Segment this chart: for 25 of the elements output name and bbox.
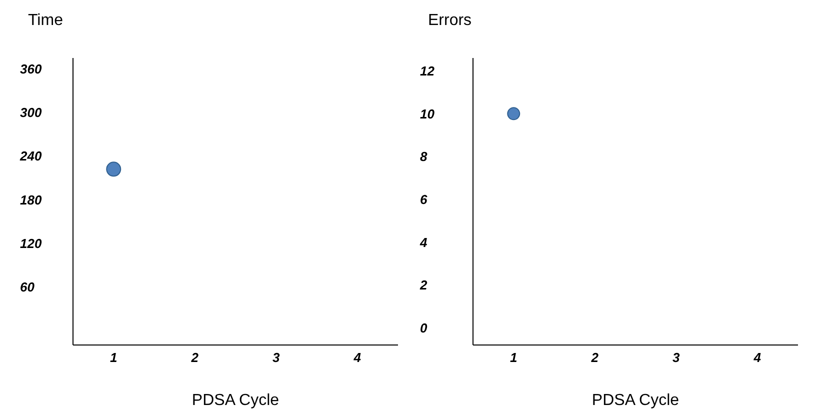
y-tick-label: 360 <box>20 62 42 77</box>
y-axis-title: Errors <box>428 12 472 30</box>
x-tick-label: 3 <box>672 350 681 366</box>
y-tick-label: 60 <box>20 279 36 294</box>
y-tick-label: 120 <box>20 236 42 251</box>
y-tick-label: 2 <box>419 278 428 293</box>
x-axis-title: PDSA Cycle <box>192 392 280 409</box>
x-tick-label: 1 <box>510 350 518 366</box>
x-tick-label: 4 <box>352 350 362 366</box>
y-tick-label: 240 <box>19 148 42 164</box>
y-axis-title: Time <box>28 12 63 30</box>
y-tick-label: 6 <box>420 192 428 207</box>
y-tick-label: 10 <box>420 106 436 122</box>
x-tick-label: 3 <box>272 350 281 366</box>
x-tick-label: 2 <box>590 350 600 366</box>
y-tick-label: 4 <box>419 234 428 250</box>
y-tick-label: 0 <box>420 320 428 336</box>
y-tick-label: 300 <box>20 105 42 120</box>
x-tick-label: 4 <box>752 350 762 366</box>
x-tick-label: 1 <box>110 350 118 366</box>
y-tick-label: 180 <box>20 192 42 208</box>
y-tick-label: 8 <box>420 149 428 164</box>
x-axis-title: PDSA Cycle <box>592 392 680 409</box>
x-tick-label: 2 <box>190 350 200 366</box>
y-tick-label: 12 <box>420 63 436 78</box>
